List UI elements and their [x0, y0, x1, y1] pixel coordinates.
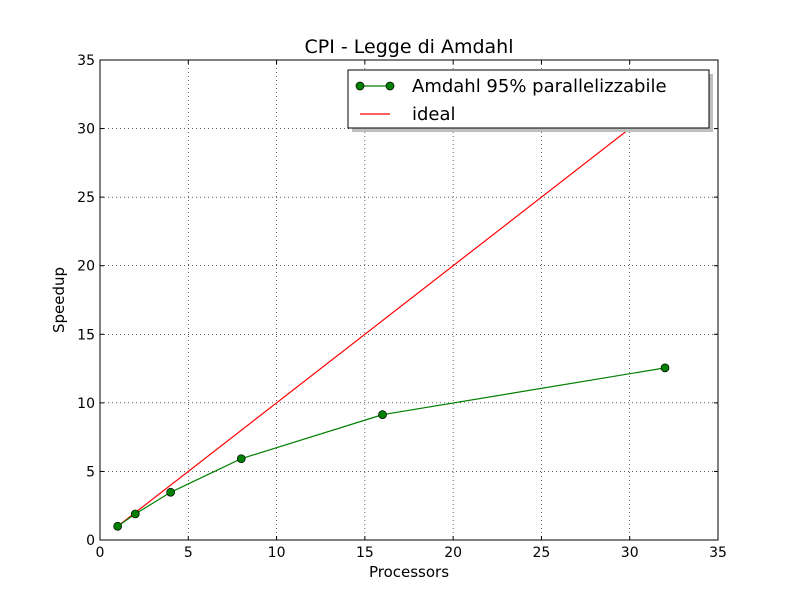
data-point-amdahl — [113, 521, 123, 531]
x-tick-label: 20 — [444, 545, 462, 561]
data-point-amdahl — [378, 410, 387, 420]
x-tick-label: 15 — [356, 545, 374, 561]
axis-ticks: 0 5 10 15 20 25 30 35 0 5 10 15 20 25 30 35 — [77, 53, 727, 561]
y-tick-label: 30 — [77, 122, 95, 138]
x-tick-label: 5 — [184, 545, 193, 561]
x-axis-label: Processors — [369, 563, 449, 581]
data-point-amdahl — [660, 363, 670, 373]
x-tick-label: 25 — [533, 545, 551, 561]
data-point-amdahl — [236, 454, 246, 464]
series-line-ideal — [117, 100, 666, 527]
x-tick-label: 35 — [709, 545, 727, 561]
legend-entry-amdahl-label: Amdahl 95% parallelizzabile — [412, 76, 667, 97]
x-tick-label: 0 — [96, 545, 105, 561]
y-tick-label: 15 — [77, 327, 95, 343]
data-point-amdahl — [130, 509, 140, 519]
legend: Amdahl 95% parallelizzabile ideal — [347, 69, 713, 132]
plot-frame — [99, 59, 719, 541]
y-tick-label: 10 — [77, 396, 95, 412]
x-tick-label: 30 — [621, 545, 639, 561]
y-tick-label: 0 — [86, 533, 95, 549]
y-tick-label: 35 — [77, 53, 95, 69]
legend-entry-ideal-label: ideal — [412, 104, 456, 125]
y-axis-label: Speedup — [50, 267, 68, 333]
data-point-amdahl — [166, 487, 175, 497]
chart-title: CPI - Legge di Amdahl — [305, 36, 514, 58]
y-tick-label: 25 — [77, 190, 95, 206]
series-layer — [113, 100, 670, 531]
x-tick-label: 10 — [268, 545, 286, 561]
y-tick-label: 5 — [86, 464, 95, 480]
legend-entry-amdahl-marker — [355, 81, 365, 91]
legend-entry-amdahl-marker — [385, 81, 395, 91]
y-tick-label: 20 — [77, 259, 95, 275]
legend-box — [347, 69, 710, 129]
